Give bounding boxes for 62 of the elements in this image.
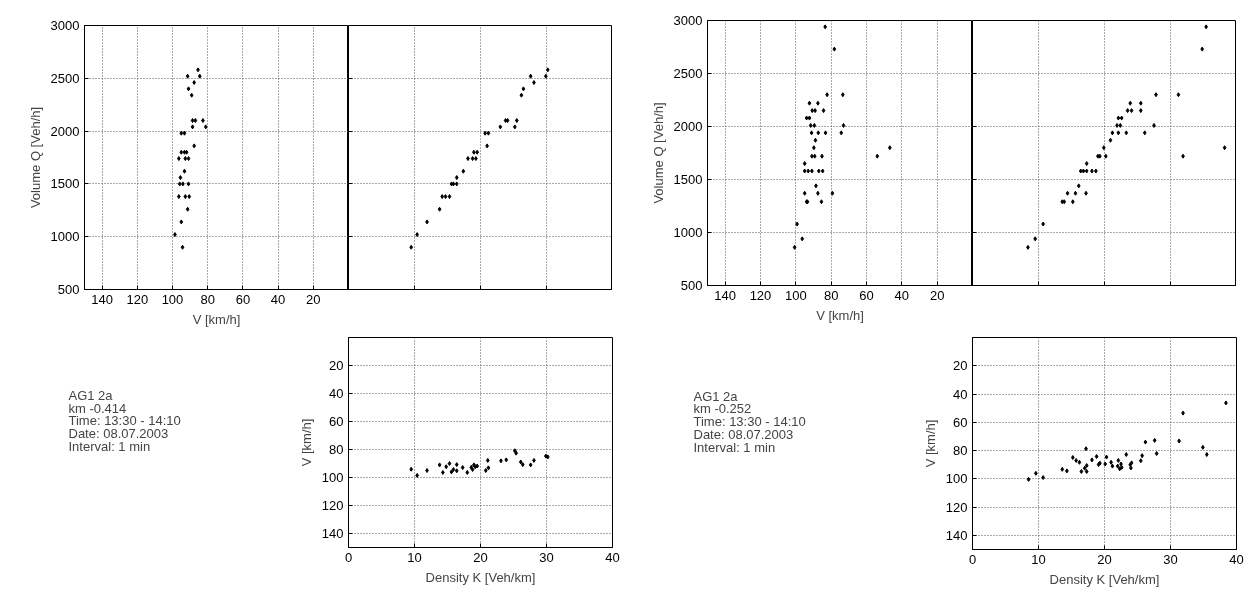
x-tick-label: 20 [929,287,945,303]
x-tick-label: 40 [1229,551,1244,567]
y-tick-label: 2500 [50,70,80,86]
y-tick-label: 140 [945,527,968,543]
y-tick-label: 3000 [673,13,703,28]
y-tick-label: 80 [329,442,344,457]
x-tick-label: 120 [749,287,772,303]
y-tick-label: 2000 [50,123,80,139]
x-tick-label: 30 [539,549,554,565]
x-tick-label: 10 [407,549,422,565]
y-tick-label: 100 [321,470,344,485]
x-tick-label: 100 [161,291,184,307]
x-tick-label: 100 [784,287,807,303]
y-tick-label: 1000 [50,229,80,245]
y-axis-title: Volume Q [Veh/h] [27,106,43,209]
x-axis-title: V [km/h] [192,311,241,327]
y-tick-label: 120 [945,499,968,515]
x-axis-title: Density K [Veh/km] [425,569,536,585]
text: Interval: 1 min [68,438,151,454]
y-tick-label: 500 [57,282,80,297]
y-tick-label: 20 [953,358,968,374]
y-tick-label: 2500 [673,66,703,81]
y-tick-label: 60 [953,414,968,430]
y-tick-label: 3000 [50,18,80,33]
x-tick-label: 20 [473,549,488,565]
y-axis-title: V [km/h] [922,419,938,468]
y-tick-label: 2000 [673,119,703,134]
x-tick-label: 120 [126,291,149,307]
x-tick-label: 30 [1163,551,1178,567]
text: km -0.252 [693,401,752,417]
x-tick-label: 80 [200,291,215,307]
y-tick-label: 20 [329,358,344,373]
y-tick-label: 1500 [673,172,703,187]
x-tick-label: 60 [859,287,874,303]
y-tick-label: 60 [329,414,344,429]
y-axis-title: Volume Q [Veh/h] [650,102,666,204]
text: AG1 2a [693,388,739,404]
x-axis-title: V [km/h] [816,307,864,323]
x-tick-label: 60 [235,291,251,307]
x-tick-label: 140 [91,291,113,307]
text: Interval: 1 min [693,439,776,455]
y-tick-label: 120 [321,498,344,513]
y-tick-label: 140 [321,526,344,541]
x-tick-label: 0 [344,549,353,565]
x-tick-label: 80 [823,287,839,303]
y-tick-label: 1000 [673,225,703,240]
y-tick-label: 100 [945,471,968,487]
x-tick-label: 140 [714,287,737,303]
x-axis-title: Density K [Veh/km] [1049,571,1160,587]
x-tick-label: 10 [1031,551,1046,567]
x-tick-label: 40 [270,291,286,307]
x-tick-label: 40 [894,287,910,303]
y-tick-label: 500 [680,278,703,293]
y-tick-label: 80 [953,443,968,459]
y-tick-label: 1500 [50,176,80,192]
x-tick-label: 20 [306,291,321,307]
x-tick-label: 20 [1097,551,1112,567]
y-tick-label: 40 [329,386,344,401]
y-tick-label: 40 [953,386,968,402]
y-axis-title: V [km/h] [298,418,314,467]
x-tick-label: 40 [605,549,620,565]
x-tick-label: 0 [968,551,977,567]
